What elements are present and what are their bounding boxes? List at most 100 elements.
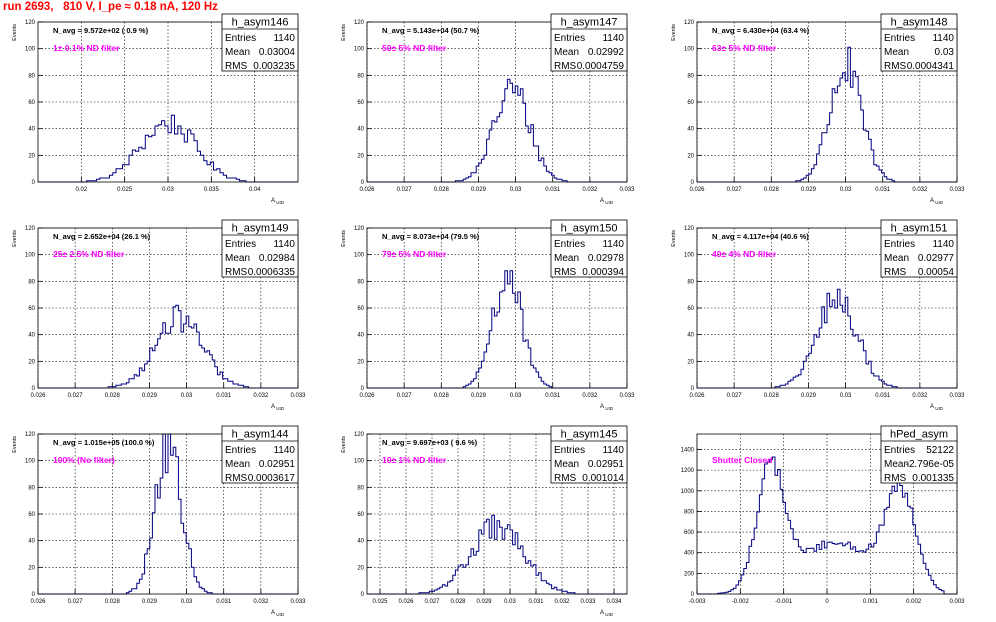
- y-tick-label: 120: [354, 432, 365, 438]
- stats-value: 1140: [273, 33, 295, 44]
- x-tick-label: 0.031: [216, 393, 232, 399]
- x-axis-label: A UID: [930, 198, 944, 205]
- stats-value: 0.003235: [253, 61, 295, 72]
- x-tick-label: 0.028: [105, 599, 121, 605]
- stats-box: [550, 13, 628, 72]
- y-tick-label: 80: [28, 73, 35, 79]
- stats-label: Entries: [884, 33, 915, 44]
- stats-value: 1140: [273, 239, 295, 250]
- y-tick-label: 100: [684, 253, 695, 259]
- plot-frame: [366, 433, 628, 595]
- y-axis-label: Events: [12, 230, 18, 247]
- x-tick-label: 0.033: [949, 393, 965, 399]
- x-tick-label: 0.029: [142, 393, 158, 399]
- y-tick-label: 200: [684, 571, 695, 577]
- x-tick-label: 0.031: [875, 187, 891, 193]
- histogram-name: h_asym145: [561, 429, 618, 441]
- y-tick-label: 40: [687, 127, 694, 133]
- y-tick-label: 0: [32, 180, 36, 186]
- x-axis-label-sub: UID: [604, 200, 614, 205]
- stats-box: [880, 13, 958, 72]
- filter-annotation: 100% (No filter): [53, 455, 115, 465]
- stats-value: 0.02977: [918, 253, 955, 264]
- x-axis-label-sub: UID: [275, 200, 285, 205]
- filter-annotation: 50± 5% ND filter: [382, 43, 447, 53]
- navg-annotation: N_avg = 2.652e+04 (26.1 %): [53, 232, 151, 241]
- histogram-panel-h_asym150: 0.026 0.027 0.028 0.029 0.03 0.031 0.032 0.033 0…: [341, 219, 635, 411]
- x-tick-label: 0.02: [75, 187, 87, 193]
- x-tick-label: 0.032: [582, 393, 598, 399]
- filter-annotation: 79± 5% ND filter: [382, 249, 447, 259]
- stats-value: 0.0003617: [248, 473, 296, 484]
- y-tick-label: 120: [354, 20, 365, 26]
- stats-label: RMS: [225, 267, 248, 278]
- x-tick-label: 0.03: [504, 599, 516, 605]
- x-tick-label: 0.001: [863, 599, 879, 605]
- histogram-name: h_asym150: [561, 223, 618, 235]
- y-tick-label: 100: [25, 47, 36, 53]
- x-tick-label: -0.003: [688, 599, 706, 605]
- x-axis-label: A UID: [271, 610, 285, 617]
- x-tick-label: -0.002: [732, 599, 750, 605]
- x-axis-label: A UID: [271, 404, 285, 411]
- y-tick-label: 1000: [681, 489, 695, 495]
- plot-frame: [37, 227, 299, 389]
- stats-value: 0.02978: [588, 253, 625, 264]
- stats-label: RMS: [554, 267, 577, 278]
- x-tick-label: 0.031: [528, 599, 544, 605]
- y-tick-label: 120: [25, 20, 36, 26]
- navg-annotation: N_avg = 9.697e+03 ( 9.6 %): [382, 438, 478, 447]
- stats-value: 0.0006335: [248, 267, 296, 278]
- y-tick-label: 100: [684, 47, 695, 53]
- navg-annotation: N_avg = 5.143e+04 (50.7 %): [382, 26, 480, 35]
- stats-value: 0.03: [935, 47, 955, 58]
- filter-annotation: 10± 1% ND filter: [382, 455, 447, 465]
- histogram-line: [38, 114, 298, 183]
- x-axis-label-sub: UID: [604, 612, 614, 617]
- navg-annotation: N_avg = 1.015e+05 (100.0 %): [53, 438, 155, 447]
- y-tick-label: 40: [687, 333, 694, 339]
- stats-value: 0.0004759: [577, 61, 625, 72]
- x-tick-label: 0.032: [253, 599, 269, 605]
- y-tick-label: 0: [361, 386, 365, 392]
- y-tick-label: 20: [28, 359, 35, 365]
- y-tick-label: 0: [32, 592, 36, 598]
- stats-label: Entries: [554, 445, 585, 456]
- y-axis-label: Events: [12, 24, 18, 41]
- y-tick-label: 120: [684, 226, 695, 232]
- y-axis-label: Events: [671, 24, 677, 41]
- y-tick-label: 80: [357, 485, 364, 491]
- navg-annotation: N_avg = 9.572e+02 ( 0.9 %): [53, 26, 149, 35]
- stats-value: 0.000394: [582, 267, 624, 278]
- x-tick-label: 0.028: [434, 187, 450, 193]
- plot-frame: [366, 227, 628, 389]
- stats-label: Mean: [884, 253, 909, 264]
- filter-annotation: Shutter Closed: [712, 455, 772, 465]
- stats-label: Entries: [225, 445, 256, 456]
- y-axis-label: Events: [671, 230, 677, 247]
- stats-value: 0.00054: [918, 267, 955, 278]
- histogram-panel-h_asym148: 0.026 0.027 0.028 0.029 0.03 0.031 0.032 0.033 0…: [671, 13, 965, 205]
- x-tick-label: 0.029: [471, 393, 487, 399]
- histogram-name: h_asym148: [891, 17, 948, 29]
- y-tick-label: 1200: [681, 468, 695, 474]
- x-axis-label-sub: UID: [275, 612, 285, 617]
- stats-label: Mean: [554, 47, 579, 58]
- stats-label: Entries: [554, 239, 585, 250]
- x-tick-label: 0.027: [424, 599, 440, 605]
- stats-label: Mean: [884, 459, 909, 470]
- y-tick-label: 120: [25, 226, 36, 232]
- x-tick-label: 0.029: [476, 599, 492, 605]
- stats-value: 0.001335: [912, 473, 954, 484]
- histogram-name: h_asym147: [561, 17, 618, 29]
- stats-value: 0.03004: [259, 47, 296, 58]
- y-tick-label: 20: [28, 153, 35, 159]
- x-tick-label: 0.032: [554, 599, 570, 605]
- x-tick-label: 0.027: [68, 393, 84, 399]
- x-tick-label: 0.033: [290, 599, 306, 605]
- x-axis-label-sub: UID: [275, 406, 285, 411]
- y-tick-label: 80: [357, 279, 364, 285]
- x-tick-label: 0.003: [949, 599, 965, 605]
- y-tick-label: 0: [691, 386, 695, 392]
- navg-annotation: N_avg = 6.430e+04 (63.4 %): [712, 26, 810, 35]
